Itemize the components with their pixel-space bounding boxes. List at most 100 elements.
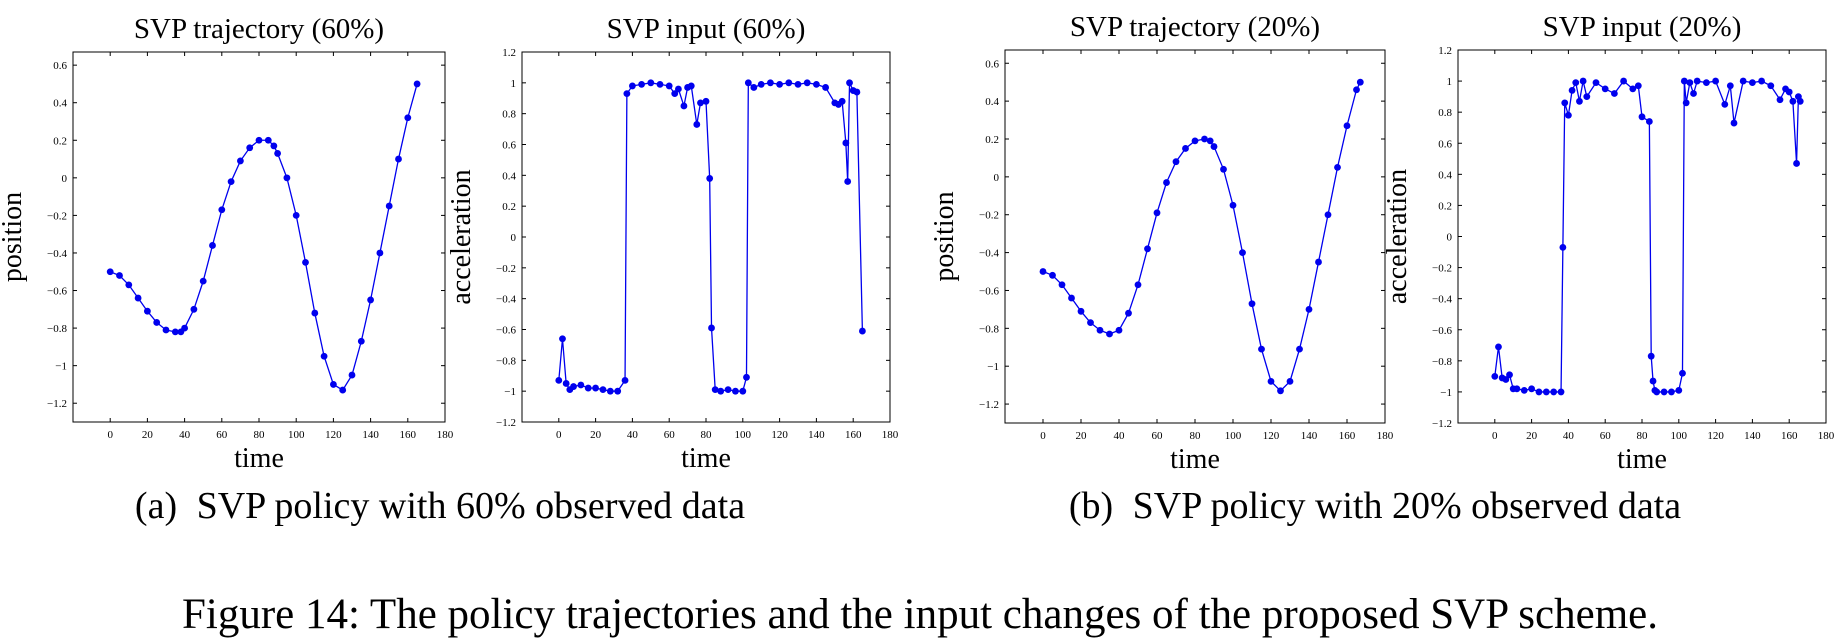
plot-frame (72, 51, 446, 423)
data-point (1087, 319, 1094, 327)
data-point (1679, 369, 1686, 377)
data-point (209, 242, 216, 249)
data-point (1077, 307, 1085, 315)
data-point (1649, 377, 1657, 385)
data-point (270, 142, 278, 150)
data-point (750, 84, 758, 91)
y-tick-label: 0.8 (502, 109, 516, 121)
y-tick-label: −0.2 (47, 210, 67, 222)
y-tick-label: 0.6 (502, 140, 516, 152)
data-point (592, 384, 599, 392)
subcaption-b-label: (b) (1069, 485, 1113, 527)
data-point (732, 387, 739, 395)
y-tick-label: −1 (504, 386, 516, 398)
data-point (1528, 385, 1535, 393)
data-point (1611, 90, 1618, 97)
y-tick-label: 0.6 (985, 58, 999, 70)
data-point (1229, 201, 1237, 209)
x-tick-label: 60 (1152, 430, 1164, 442)
data-point (1793, 160, 1800, 167)
data-point (739, 387, 747, 395)
y-tick-label: −1.2 (496, 417, 516, 429)
data-point (274, 150, 281, 157)
x-tick-label: 100 (1225, 430, 1242, 442)
data-point (1495, 343, 1502, 351)
data-point (1583, 93, 1591, 101)
data-point (144, 307, 151, 315)
data-point (702, 97, 710, 105)
x-tick-label: 140 (362, 429, 379, 441)
data-point (629, 82, 636, 90)
y-tick-label: −1.2 (47, 398, 67, 410)
y-tick-label: 0.4 (53, 98, 67, 110)
data-point (743, 373, 750, 381)
data-point (665, 82, 673, 90)
data-point (218, 206, 226, 214)
x-tick-label: 120 (771, 429, 788, 441)
data-point (1172, 158, 1180, 166)
data-point (199, 277, 207, 285)
data-point (706, 175, 714, 182)
data-point (227, 178, 235, 185)
data-point (1601, 85, 1609, 93)
data-point (656, 80, 664, 88)
y-axis-label: acceleration (446, 169, 477, 304)
data-point (675, 85, 682, 93)
y-tick-label: 0 (994, 172, 1000, 184)
y-tick-label: 0.4 (1438, 169, 1452, 181)
data-point (1758, 77, 1765, 85)
data-point (1675, 386, 1683, 394)
x-tick-label: 0 (1492, 430, 1498, 442)
y-tick-label: 0.4 (985, 96, 999, 108)
x-tick-label: 100 (1671, 430, 1688, 442)
data-point (1572, 79, 1580, 87)
data-point (1776, 96, 1784, 104)
data-point (264, 136, 272, 144)
data-point (106, 268, 114, 276)
data-point (1220, 165, 1227, 173)
data-point (1749, 79, 1756, 87)
subcaption-a-text: SVP policy with 60% observed data (197, 485, 746, 527)
data-point (562, 380, 570, 387)
x-tick-label: 80 (1190, 430, 1202, 442)
data-point (767, 79, 774, 87)
subcaption-b: (b) SVP policy with 20% observed data (1069, 485, 1681, 527)
data-point (1660, 388, 1668, 396)
y-tick-label: −0.4 (1432, 294, 1452, 306)
y-tick-label: 0 (62, 173, 68, 185)
data-point (1049, 271, 1056, 279)
data-point (1182, 145, 1189, 152)
chart-title: SVP input (60%) (607, 13, 806, 45)
y-tick-label: 1 (511, 78, 517, 90)
x-tick-label: 20 (142, 429, 154, 441)
data-point (623, 90, 631, 98)
data-point (859, 327, 866, 335)
data-point (842, 139, 850, 147)
data-point (339, 386, 347, 394)
data-point (1058, 281, 1066, 289)
x-axis-label: time (681, 443, 731, 474)
y-tick-label: −0.8 (47, 323, 67, 335)
y-axis-label: position (929, 191, 960, 281)
y-tick-label: 1.2 (1438, 45, 1452, 57)
data-point (404, 114, 412, 122)
data-point (357, 337, 365, 345)
y-tick-label: −1.2 (1432, 418, 1452, 430)
y-tick-label: 0.2 (502, 201, 516, 213)
data-point (1557, 388, 1565, 396)
data-point (744, 79, 752, 87)
subcaption-b-text: SVP policy with 20% observed data (1133, 485, 1682, 527)
data-point (1592, 79, 1600, 87)
data-point (348, 371, 356, 379)
data-point (116, 272, 123, 279)
y-tick-label: −0.6 (1432, 325, 1452, 337)
data-point (1712, 77, 1719, 85)
data-point (181, 324, 189, 332)
data-point (1315, 258, 1322, 266)
x-tick-label: 160 (845, 429, 862, 441)
y-tick-label: 0 (1447, 232, 1453, 244)
data-point (1645, 118, 1653, 125)
data-point (376, 249, 384, 257)
data-point (838, 97, 846, 105)
data-point (1520, 386, 1528, 394)
